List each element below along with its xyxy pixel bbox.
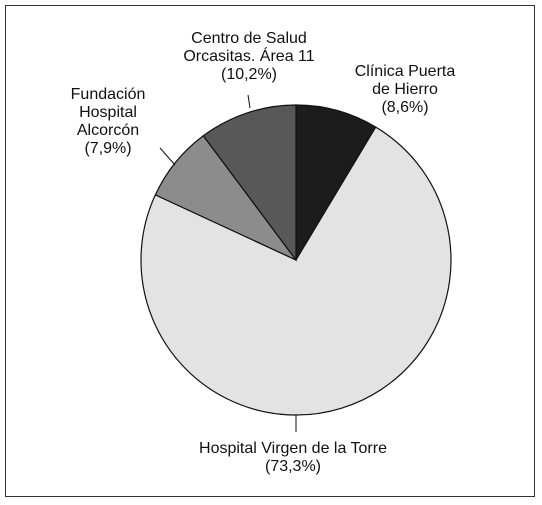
slice-name-line: de Hierro [372,81,438,98]
pie-slice-clinica-puerta-de-hierro [295,104,377,263]
slice-label-fundacion-hospital-alcorcon: Fundación Hospital Alcorcón (7,9%) [71,86,146,157]
slice-label-hospital-virgen-de-la-torre: Hospital Virgen de la Torre (73,3%) [199,440,387,475]
leader-line-centro-de-salud-orcasitas-area-11 [247,94,251,109]
slice-label-clinica-puerta-de-hierro: Clínica Puerta de Hierro (8,6%) [355,63,456,116]
pie-slice-hospital-virgen-de-la-torre [140,126,452,416]
slice-name-line: Hospital [79,104,137,121]
slice-value-label: (7,9%) [84,140,131,157]
slice-name-line: Orcasitas. Área 11 [183,46,314,65]
slice-name-line: Fundación [71,86,146,103]
slice-value-label: (8,6%) [381,99,428,116]
slice-value-label: (10,2%) [221,66,277,83]
pie-slice-centro-de-salud-orcasitas-area-11 [202,104,297,262]
slice-name-line: Centro de Salud [191,30,307,47]
slice-name-line: Alcorcón [77,122,139,139]
slice-name-line: Hospital Virgen de la Torre [199,440,387,457]
leader-line-fundacion-hospital-alcorcon [159,147,176,166]
slice-value-label: (73,3%) [265,458,321,475]
slice-name-line: Clínica Puerta [355,63,456,80]
slice-label-centro-de-salud-orcasitas-area-11: Centro de Salud Orcasitas. Área 11 (10,2%) [183,30,314,83]
